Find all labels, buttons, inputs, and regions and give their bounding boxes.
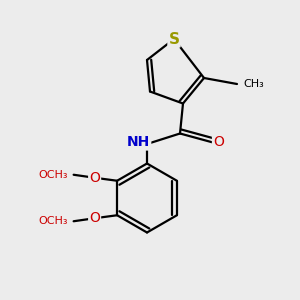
Text: S: S xyxy=(169,32,179,46)
Text: O: O xyxy=(213,136,224,149)
Text: O: O xyxy=(89,211,100,225)
Text: NH: NH xyxy=(127,136,150,149)
Text: CH₃: CH₃ xyxy=(243,79,264,89)
Text: OCH₃: OCH₃ xyxy=(39,170,68,180)
Text: O: O xyxy=(89,171,100,185)
Text: OCH₃: OCH₃ xyxy=(39,216,68,226)
